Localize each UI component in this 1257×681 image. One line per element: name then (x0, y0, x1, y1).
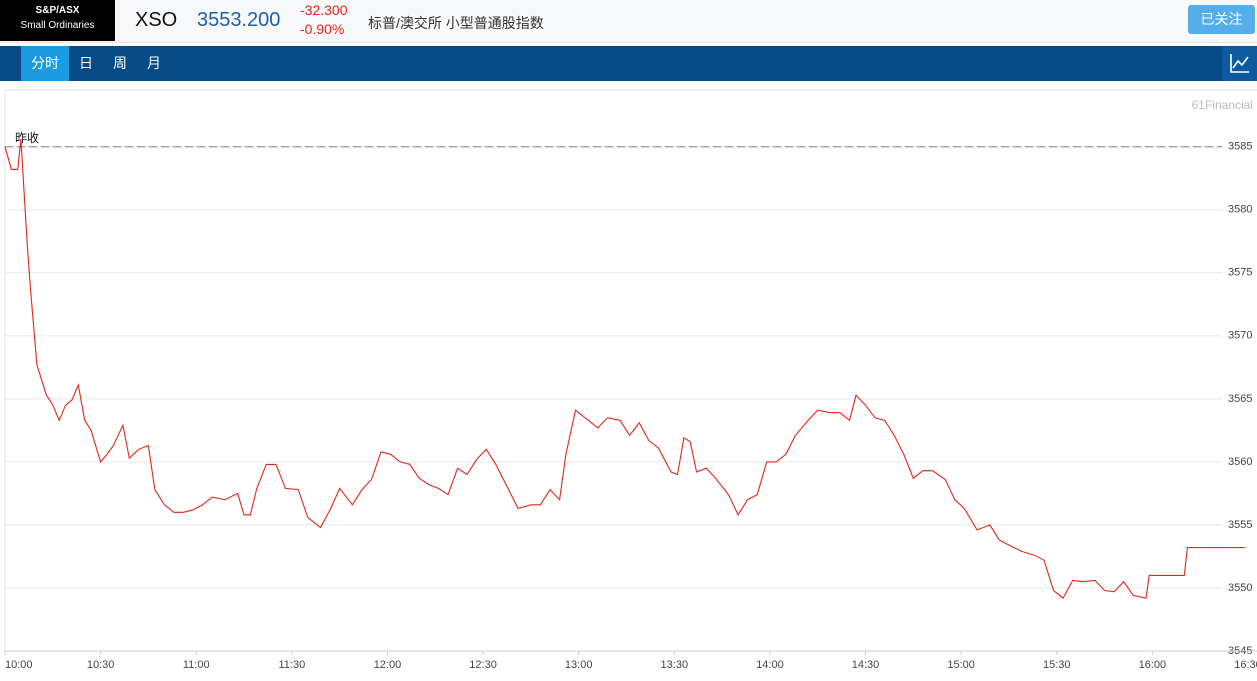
x-tick-label: 15:00 (947, 659, 975, 671)
y-tick-label: 3555 (1228, 519, 1252, 531)
chart-icon (1230, 54, 1249, 73)
tab[interactable]: 月 (147, 55, 161, 71)
logo-line: S&P/ASX (35, 5, 80, 16)
x-tick-label: 10:00 (5, 659, 33, 671)
x-tick-label: 14:30 (852, 659, 880, 671)
x-tick-label: 10:30 (87, 659, 115, 671)
y-tick-label: 3560 (1228, 456, 1252, 468)
x-tick-label: 15:30 (1043, 659, 1071, 671)
tab[interactable]: 周 (113, 55, 127, 71)
y-tick-label: 3565 (1228, 393, 1252, 405)
x-tick-label: 16:00 (1139, 659, 1167, 671)
price: 3553.200 (197, 9, 281, 31)
logo-line: Small Ordinaries (20, 20, 95, 31)
price-line (4, 139, 1245, 599)
tab-bar: 分时 日 周 月 (0, 46, 1257, 81)
tab[interactable]: 分时 (21, 46, 69, 81)
follow-button[interactable]: 已关注 (1188, 5, 1255, 34)
x-tick-label: 11:00 (183, 659, 210, 671)
chart: 61Financial 3545355035553560356535703575… (4, 89, 1257, 671)
watermark: 61Financial (1192, 98, 1253, 112)
header-bar: S&P/ASX Small Ordinaries XSO 3553.200 -3… (0, 0, 1257, 43)
x-tick-label: 12:00 (374, 659, 402, 671)
y-tick-label: 3570 (1228, 330, 1252, 342)
change-percent: -0.90% (300, 21, 345, 37)
x-tick-label: 11:30 (278, 659, 305, 671)
y-tick-label: 3585 (1228, 141, 1252, 153)
symbol: XSO (135, 9, 178, 31)
chart-toggle[interactable] (1222, 46, 1257, 81)
x-tick-label: 13:30 (661, 659, 689, 671)
y-tick-label: 3550 (1228, 582, 1252, 594)
x-tick-label: 14:00 (756, 659, 784, 671)
x-tick-label: 12:30 (469, 659, 497, 671)
x-tick-label: 16:30 (1234, 659, 1257, 671)
x-tick-label: 13:00 (565, 659, 593, 671)
y-tick-label: 3580 (1228, 204, 1252, 216)
logo: S&P/ASX Small Ordinaries (0, 0, 115, 41)
change: -32.300 (300, 2, 348, 18)
tab[interactable]: 日 (79, 55, 93, 71)
reference-label: 昨收 (15, 131, 39, 145)
y-tick-label: 3575 (1228, 267, 1252, 279)
index-name: 标普/澳交所 小型普通股指数 (368, 15, 544, 31)
